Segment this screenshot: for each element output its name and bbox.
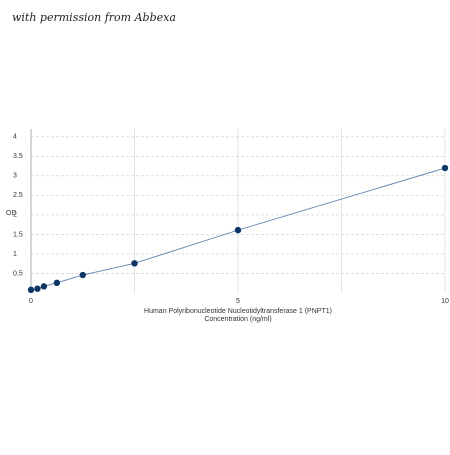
x-axis-label: Concentration (ng/ml): [204, 316, 271, 323]
x-axis-label: Human Polyribonucleotide Nucleotidyltran…: [144, 308, 332, 315]
y-tick-label: 1: [13, 251, 17, 258]
x-tick-label: 0: [29, 298, 33, 305]
data-point: [79, 271, 86, 279]
y-axis-label: OD: [6, 210, 17, 217]
data-point: [40, 283, 48, 290]
y-tick-label: 2.5: [13, 192, 23, 199]
data-point: [34, 285, 41, 292]
data-point: [27, 286, 35, 294]
data-point: [131, 260, 138, 267]
y-tick-label: 3.5: [13, 153, 23, 160]
y-tick-label: 1.5: [13, 231, 23, 238]
data-point: [53, 279, 61, 287]
x-tick-label: 5: [236, 298, 240, 305]
data-point: [234, 226, 242, 234]
y-tick-label: 0.5: [13, 270, 23, 277]
y-tick-label: 2: [13, 212, 17, 219]
y-tick-label: 3: [13, 173, 17, 180]
watermark: with permission from Abbexa: [12, 11, 176, 24]
data-point: [441, 164, 449, 172]
x-tick-label: 10: [441, 298, 449, 305]
y-tick-label: 4: [13, 134, 17, 141]
